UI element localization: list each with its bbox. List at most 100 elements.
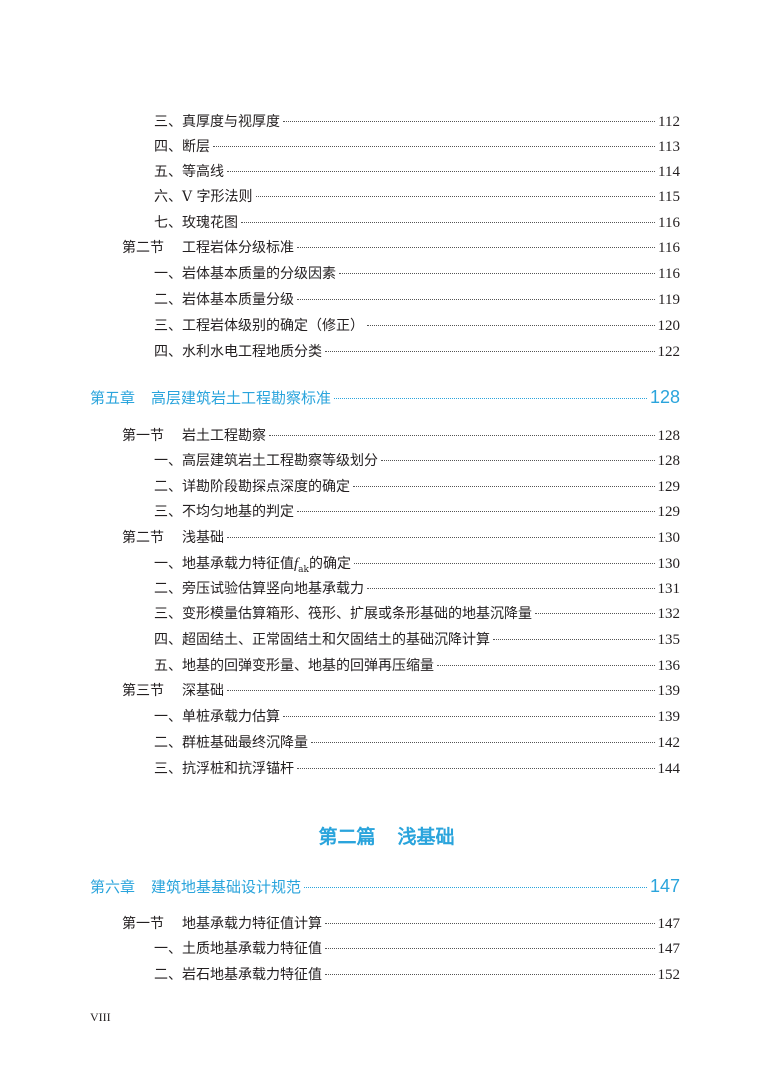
dot-leader — [353, 486, 655, 487]
toc-entry[interactable]: 一、地基承载力特征值fak的确定 130 — [154, 555, 681, 575]
entry-page: 144 — [657, 761, 681, 777]
toc-section[interactable]: 第一节 岩土工程勘察 128 — [122, 427, 680, 445]
page-number: VIII — [90, 1010, 111, 1024]
toc-entry[interactable]: 一、岩体基本质量的分级因素 116 — [154, 265, 680, 283]
dot-leader — [227, 690, 655, 691]
section-page: 128 — [657, 428, 681, 444]
toc-entry[interactable]: 一、高层建筑岩土工程勘察等级划分 128 — [154, 452, 680, 470]
dot-leader — [367, 325, 655, 326]
entry-title: 四、超固结土、正常固结土和欠固结土的基础沉降计算 — [154, 632, 490, 648]
chapter-number: 第五章 — [90, 389, 136, 407]
entry-title: 一、高层建筑岩土工程勘察等级划分 — [154, 453, 378, 469]
toc-entry[interactable]: 三、真厚度与视厚度 112 — [154, 113, 680, 131]
entry-title: 二、群桩基础最终沉降量 — [154, 735, 308, 751]
entry-title: 二、详勘阶段勘探点深度的确定 — [154, 479, 350, 495]
chapter-number: 第六章 — [90, 878, 136, 896]
toc-section[interactable]: 第三节 深基础 139 — [122, 682, 680, 700]
entry-title: 二、旁压试验估算竖向地基承载力 — [154, 581, 364, 597]
dot-leader — [535, 613, 655, 614]
entry-page: 114 — [658, 164, 680, 180]
entry-page: 147 — [657, 941, 681, 957]
entry-page: 131 — [657, 581, 681, 597]
toc-entry[interactable]: 一、单桩承载力估算 139 — [154, 708, 680, 726]
section-number: 第一节 — [122, 428, 164, 444]
toc-entry[interactable]: 四、超固结土、正常固结土和欠固结土的基础沉降计算 135 — [154, 631, 680, 649]
part-title: 浅基础 — [397, 826, 455, 848]
entry-title: 一、单桩承载力估算 — [154, 709, 280, 725]
section-page: 116 — [658, 240, 680, 256]
dot-leader — [354, 563, 655, 564]
formula-subscript: ak — [298, 564, 309, 575]
dot-leader — [334, 398, 647, 399]
entry-page: 130 — [657, 556, 681, 572]
section-page: 139 — [657, 683, 681, 699]
section-title: 深基础 — [182, 683, 224, 699]
entry-page: 122 — [657, 344, 681, 360]
toc-entry[interactable]: 二、旁压试验估算竖向地基承载力 131 — [154, 580, 680, 598]
dot-leader — [241, 222, 656, 223]
entry-page: 142 — [657, 735, 681, 751]
toc-entry[interactable]: 四、断层 113 — [154, 138, 680, 156]
toc-section[interactable]: 第二节 浅基础 130 — [122, 529, 680, 547]
entry-page: 135 — [657, 632, 681, 648]
section-page: 147 — [657, 916, 681, 932]
section-number: 第一节 — [122, 916, 164, 932]
toc-entry[interactable]: 七、玫瑰花图 116 — [154, 214, 680, 232]
entry-title: 一、地基承载力特征值 — [154, 556, 294, 572]
dot-leader — [493, 639, 655, 640]
entry-title: 一、岩体基本质量的分级因素 — [154, 266, 336, 282]
toc-entry[interactable]: 五、等高线 114 — [154, 163, 680, 181]
dot-leader — [325, 923, 655, 924]
dot-leader — [339, 273, 656, 274]
entry-page: 115 — [658, 189, 680, 205]
entry-page: 116 — [658, 266, 680, 282]
entry-title: 五、等高线 — [154, 164, 224, 180]
dot-leader — [304, 887, 647, 888]
toc-entry[interactable]: 二、岩体基本质量分级 119 — [154, 291, 680, 309]
toc-section[interactable]: 第二节 工程岩体分级标准 116 — [122, 239, 680, 257]
entry-title: 一、土质地基承载力特征值 — [154, 941, 322, 957]
chapter-title: 高层建筑岩土工程勘察标准 — [151, 389, 332, 407]
section-title: 工程岩体分级标准 — [182, 240, 294, 256]
section-number: 第二节 — [122, 240, 164, 256]
toc-entry[interactable]: 三、不均匀地基的判定 129 — [154, 503, 680, 521]
dot-leader — [367, 588, 655, 589]
toc-entry[interactable]: 五、地基的回弹变形量、地基的回弹再压缩量 136 — [154, 657, 680, 675]
entry-title: 三、真厚度与视厚度 — [154, 114, 280, 130]
chapter-page: 147 — [649, 876, 680, 896]
dot-leader — [283, 716, 655, 717]
entry-title: 七、玫瑰花图 — [154, 215, 238, 231]
toc-entry[interactable]: 二、岩石地基承载力特征值 152 — [154, 966, 680, 984]
entry-page: 120 — [657, 318, 681, 334]
entry-title: 三、抗浮桩和抗浮锚杆 — [154, 761, 294, 777]
chapter-page: 128 — [649, 387, 680, 407]
part-heading: 第二篇 浅基础 — [0, 822, 773, 849]
toc-entry[interactable]: 二、详勘阶段勘探点深度的确定 129 — [154, 478, 680, 496]
dot-leader — [269, 435, 655, 436]
toc-chapter[interactable]: 第六章 建筑地基基础设计规范 147 — [90, 877, 680, 897]
toc-entry[interactable]: 二、群桩基础最终沉降量 142 — [154, 734, 680, 752]
entry-page: 139 — [657, 709, 681, 725]
toc-section[interactable]: 第一节 地基承载力特征值计算 147 — [122, 915, 680, 933]
toc-entry[interactable]: 四、水利水电工程地质分类 122 — [154, 343, 680, 361]
dot-leader — [381, 460, 655, 461]
entry-title: 四、断层 — [154, 139, 210, 155]
entry-title-suffix: 的确定 — [309, 556, 351, 572]
entry-title: 三、不均匀地基的判定 — [154, 504, 294, 520]
entry-title: 二、岩体基本质量分级 — [154, 292, 294, 308]
toc-entry[interactable]: 三、工程岩体级别的确定（修正） 120 — [154, 317, 680, 335]
entry-page: 129 — [657, 479, 681, 495]
toc-entry[interactable]: 一、土质地基承载力特征值 147 — [154, 940, 680, 958]
part-number: 第二篇 — [318, 826, 376, 848]
entry-page: 112 — [658, 114, 680, 130]
toc-entry[interactable]: 三、变形模量估算箱形、筏形、扩展或条形基础的地基沉降量 132 — [154, 605, 680, 623]
section-page: 130 — [657, 530, 681, 546]
toc-entry[interactable]: 六、V 字形法则 115 — [154, 188, 680, 206]
dot-leader — [227, 537, 655, 538]
dot-leader — [283, 121, 656, 122]
dot-leader — [325, 948, 655, 949]
toc-entry[interactable]: 三、抗浮桩和抗浮锚杆 144 — [154, 760, 680, 778]
toc-chapter[interactable]: 第五章 高层建筑岩土工程勘察标准 128 — [90, 388, 680, 408]
entry-page: 129 — [657, 504, 681, 520]
section-title: 浅基础 — [182, 530, 224, 546]
